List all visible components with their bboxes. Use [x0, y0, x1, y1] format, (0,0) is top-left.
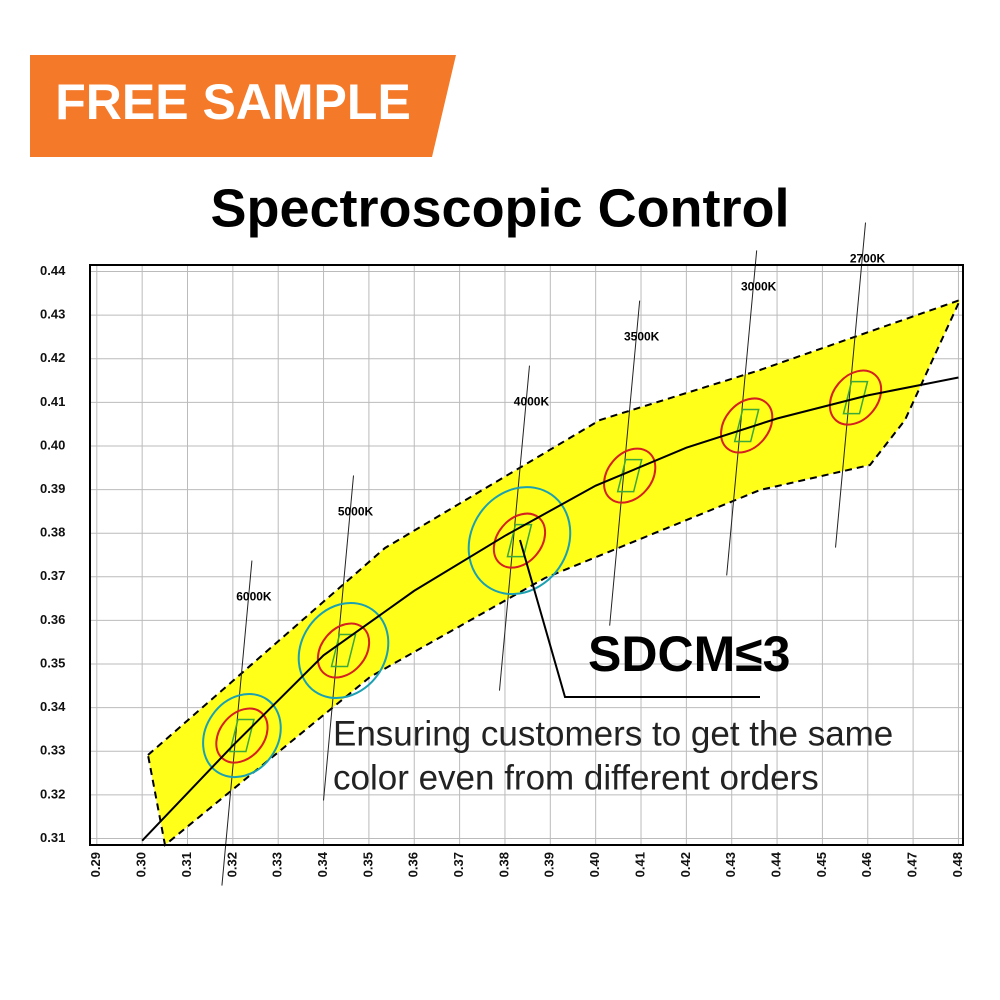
x-tick-label: 0.35	[360, 852, 375, 877]
x-tick-label: 0.40	[587, 852, 602, 877]
x-tick-label: 0.42	[678, 852, 693, 877]
y-tick-label: 0.31	[40, 830, 65, 845]
y-tick-label: 0.39	[40, 481, 65, 496]
caption-line: Ensuring customers to get the same	[333, 714, 893, 753]
cct-label: 3500K	[624, 330, 660, 344]
tolerance-ellipse	[828, 369, 883, 426]
y-tick-label: 0.41	[40, 394, 65, 409]
chart-title: Spectroscopic Control	[210, 178, 789, 238]
x-tick-label: 0.32	[224, 852, 239, 877]
x-tick-label: 0.29	[88, 852, 103, 877]
tolerance-ellipse	[215, 707, 269, 764]
annotation: SDCM≤3	[588, 626, 790, 682]
x-tick-label: 0.31	[179, 852, 194, 877]
x-tick-label: 0.33	[270, 852, 285, 877]
badge-bg	[30, 55, 456, 157]
x-tick-label: 0.38	[496, 852, 511, 877]
x-tick-label: 0.45	[814, 852, 829, 877]
y-tick-label: 0.36	[40, 612, 65, 627]
leader-line	[519, 539, 760, 698]
tolerance-ellipse-outer	[297, 601, 390, 700]
quadrangle	[506, 523, 533, 558]
x-tick-label: 0.30	[134, 852, 149, 877]
y-tick-label: 0.34	[40, 699, 66, 714]
x-tick-label: 0.48	[950, 852, 965, 877]
cct-label: 5000K	[338, 505, 374, 519]
x-tick-label: 0.43	[723, 852, 738, 877]
x-tick-label: 0.44	[768, 851, 783, 877]
x-tick-label: 0.34	[315, 851, 330, 877]
marks	[141, 222, 959, 886]
quadrangle	[842, 380, 869, 415]
tolerance-band	[146, 298, 962, 847]
y-tick-label: 0.43	[40, 307, 65, 322]
caption-line: color even from different orders	[333, 758, 819, 797]
tolerance-ellipse	[603, 447, 657, 504]
y-tick-label: 0.35	[40, 655, 65, 670]
y-tick-label: 0.38	[40, 525, 65, 540]
cct-label: 4000K	[514, 395, 550, 409]
y-tick-label: 0.37	[40, 568, 65, 583]
cct-label: 3000K	[741, 279, 777, 293]
tolerance-ellipse-outer	[467, 486, 572, 596]
quadrangle	[228, 718, 255, 753]
x-tick-label: 0.39	[542, 852, 557, 877]
cct-label: 2700K	[850, 252, 886, 266]
y-tick-label: 0.40	[40, 437, 65, 452]
tolerance-ellipse-outer	[202, 693, 282, 779]
x-tick-label: 0.36	[406, 852, 421, 877]
cct-label: 6000K	[236, 590, 272, 604]
x-tick-label: 0.47	[905, 852, 920, 877]
planckian-locus	[141, 376, 959, 842]
plot-frame	[89, 264, 964, 846]
x-tick-label: 0.37	[451, 852, 466, 877]
y-tick-label: 0.42	[40, 350, 65, 365]
badge: FREE SAMPLE	[55, 74, 411, 130]
y-tick-label: 0.32	[40, 786, 65, 801]
quadrangle	[733, 408, 760, 443]
x-tick-label: 0.41	[632, 852, 647, 877]
tolerance-ellipse	[720, 397, 774, 454]
y-tick-label: 0.44	[40, 263, 66, 278]
x-tick-label: 0.46	[859, 852, 874, 877]
quadrangle	[616, 458, 643, 493]
y-tick-label: 0.33	[40, 743, 65, 758]
